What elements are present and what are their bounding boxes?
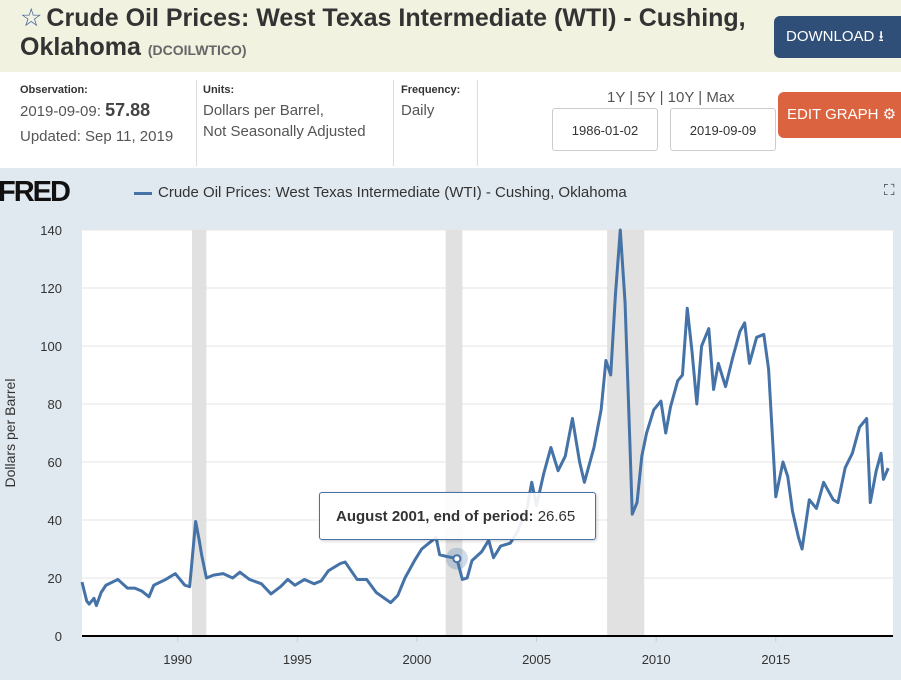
y-tick-label: 20 [48,571,62,586]
legend-label: Crude Oil Prices: West Texas Intermediat… [158,184,627,201]
download-button[interactable]: DOWNLOAD ⭳ [774,16,901,58]
y-tick-label: 120 [40,281,62,296]
y-tick-label: 100 [40,339,62,354]
edit-graph-button[interactable]: EDIT GRAPH ⚙ [778,92,901,138]
plot-area [82,230,893,636]
x-tick-label: 2005 [522,652,551,667]
x-tick-label: 2000 [402,652,431,667]
download-icon: ⭳ [878,28,884,45]
y-axis-label: Dollars per Barrel [2,379,18,488]
updated-date: Updated: Sep 11, 2019 [20,128,174,145]
fred-logo: FRED [0,176,71,208]
frequency-block: Frequency: Daily [401,80,460,121]
range-selector: 1Y | 5Y | 10Y | Max [607,89,735,106]
divider [477,80,478,166]
download-label: DOWNLOAD [786,28,875,45]
header-bar: ☆ Crude Oil Prices: West Texas Intermedia… [0,0,901,72]
observation-label: Observation: [20,84,88,96]
tooltip-label: August 2001, end of period: [336,508,534,525]
frequency-label: Frequency: [401,84,461,96]
end-date-input[interactable]: 2019-09-09 [670,108,776,151]
title-text: Crude Oil Prices: West Texas Intermediat… [20,4,746,61]
tooltip-value: 26.65 [537,508,576,525]
tooltip: August 2001, end of period: 26.65 [319,492,596,540]
hover-point [452,554,462,564]
start-date-input[interactable]: 1986-01-02 [552,108,658,151]
range-1y[interactable]: 1Y [607,89,626,106]
units-block: Units: Dollars per Barrel, Not Seasonall… [203,80,366,142]
fullscreen-icon[interactable]: ⛶ [884,182,895,199]
star-icon[interactable]: ☆ [20,4,43,32]
range-sep: | [698,89,703,106]
units-line1: Dollars per Barrel, [203,102,324,119]
gear-icon: ⚙ [882,106,897,123]
range-5y[interactable]: 5Y [637,89,656,106]
x-tick-label: 1995 [283,652,312,667]
page-title: ☆ Crude Oil Prices: West Texas Intermedia… [20,4,760,65]
units-line2: Not Seasonally Adjusted [203,123,366,140]
recession-band [192,230,207,636]
y-tick-label: 140 [40,223,62,238]
y-tick-label: 80 [48,397,62,412]
range-10y[interactable]: 10Y [667,89,695,106]
x-tick-label: 2010 [642,652,671,667]
edit-label: EDIT GRAPH [787,106,879,123]
range-sep: | [629,89,634,106]
divider [393,80,394,166]
x-tick-label: 1990 [163,652,192,667]
divider [196,80,197,166]
range-sep: | [659,89,664,106]
y-tick-label: 60 [48,455,62,470]
observation-block: Observation: 2019-09-09: 57.88 Updated: … [20,80,173,147]
y-tick-label: 0 [55,629,62,644]
range-max[interactable]: Max [706,89,735,106]
y-tick-label: 40 [48,513,62,528]
observation-value: 57.88 [105,100,151,120]
legend-swatch [134,191,152,195]
x-tick-label: 2015 [761,652,790,667]
chart-legend: Crude Oil Prices: West Texas Intermediat… [134,184,627,201]
observation-date: 2019-09-09: [20,103,101,120]
units-label: Units: [203,84,235,96]
frequency-value: Daily [401,102,435,119]
series-code: (DCOILWTICO) [147,42,247,58]
